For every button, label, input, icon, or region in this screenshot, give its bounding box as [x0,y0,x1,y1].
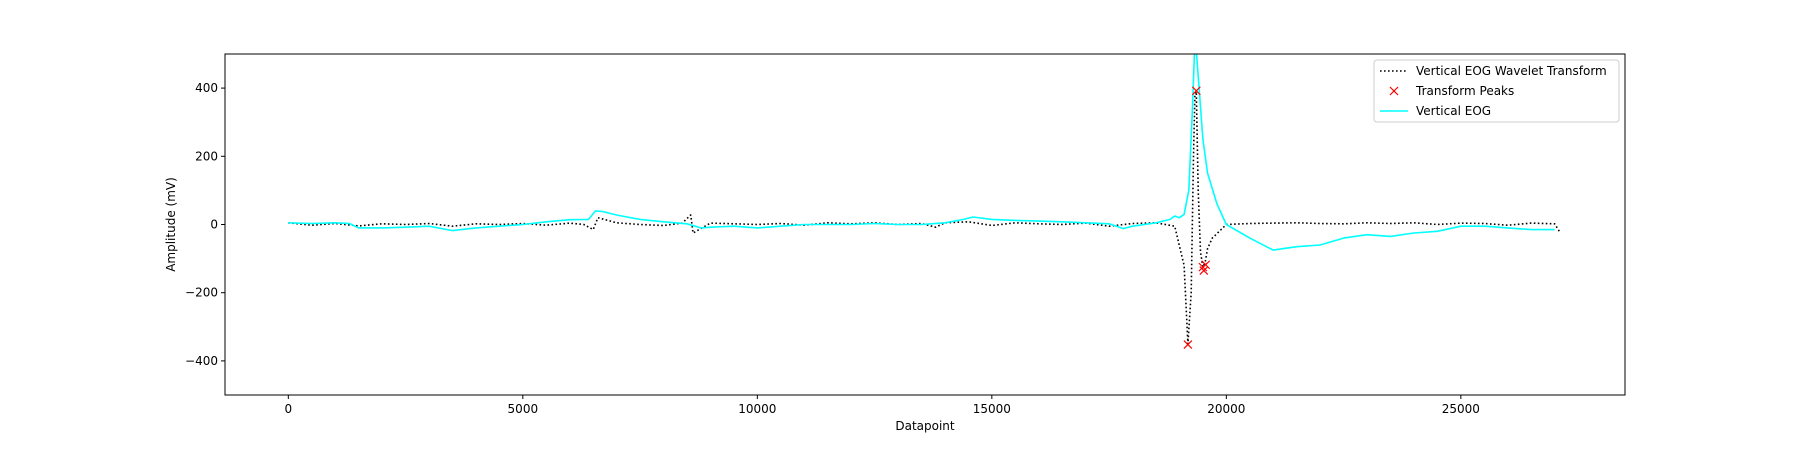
x-tick-label: 25000 [1442,402,1480,416]
y-axis-label: Amplitude (mV) [164,177,178,272]
y-tick-label: 200 [195,149,218,163]
legend: Vertical EOG Wavelet Transform Transform … [1373,59,1620,123]
legend-label: Vertical EOG [1416,104,1491,118]
x-tick-label: 15000 [973,402,1011,416]
vertical-eog-line [288,54,1555,251]
x-axis: 0 5000 10000 15000 20000 25000 [284,395,1480,416]
x-tick-label: 10000 [738,402,776,416]
legend-entry: Vertical EOG Wavelet Transform [1380,64,1607,78]
transform-peak-marker [1201,260,1211,270]
y-tick-label: 0 [210,218,218,232]
x-tick-label: 0 [284,402,292,416]
transform-peak-marker [1191,86,1201,96]
y-tick-label: 400 [195,81,218,95]
legend-label: Vertical EOG Wavelet Transform [1416,64,1607,78]
legend-entry: Transform Peaks [1389,84,1514,98]
wavelet-transform-line [288,90,1560,345]
x-tick-label: 20000 [1207,402,1245,416]
y-axis: −400 −200 0 200 400 [185,81,225,368]
legend-label: Transform Peaks [1415,84,1514,98]
transform-peak-marker [1199,266,1209,275]
legend-box [1373,59,1620,123]
legend-entry: Vertical EOG [1380,104,1491,118]
legend-marker [1389,86,1399,96]
y-tick-label: −200 [185,286,218,300]
y-tick-label: −400 [185,354,218,368]
x-tick-label: 5000 [508,402,539,416]
x-axis-label: Datapoint [895,419,955,433]
transform-peak-marker [1183,340,1193,349]
